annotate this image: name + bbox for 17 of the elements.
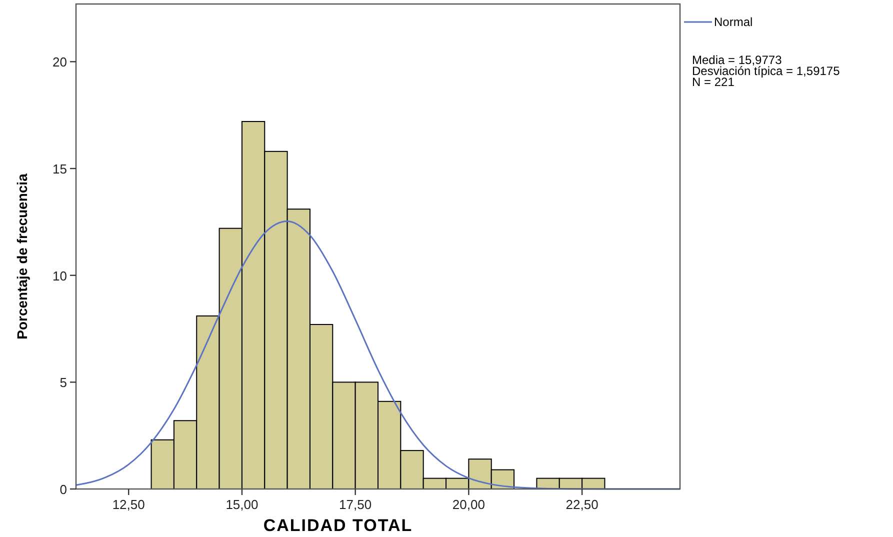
text: N = 221 bbox=[692, 75, 735, 89]
text: Media = 15,9773 bbox=[692, 53, 782, 67]
y-tick-label: 20 bbox=[52, 54, 67, 70]
y-axis-title: Porcentaje de frecuencia bbox=[14, 173, 30, 340]
x-axis-title: CALIDAD TOTAL bbox=[263, 516, 413, 535]
x-tick-label: 17,50 bbox=[339, 497, 372, 512]
x-tick-label: 15,00 bbox=[226, 497, 258, 512]
x-tick-label: 20,00 bbox=[452, 497, 485, 512]
x-tick-label: 22,50 bbox=[566, 497, 598, 512]
line-series bbox=[75, 220, 681, 490]
legend-label: Normal bbox=[714, 15, 753, 29]
y-tick-label: 15 bbox=[52, 162, 67, 177]
text: Desviación típica = 1,59175 bbox=[692, 64, 840, 78]
y-tick-label: 10 bbox=[52, 268, 67, 284]
x-tick-label: 12,50 bbox=[112, 497, 145, 512]
y-tick-label: 5 bbox=[60, 375, 67, 390]
y-tick-label: 0 bbox=[60, 482, 67, 497]
